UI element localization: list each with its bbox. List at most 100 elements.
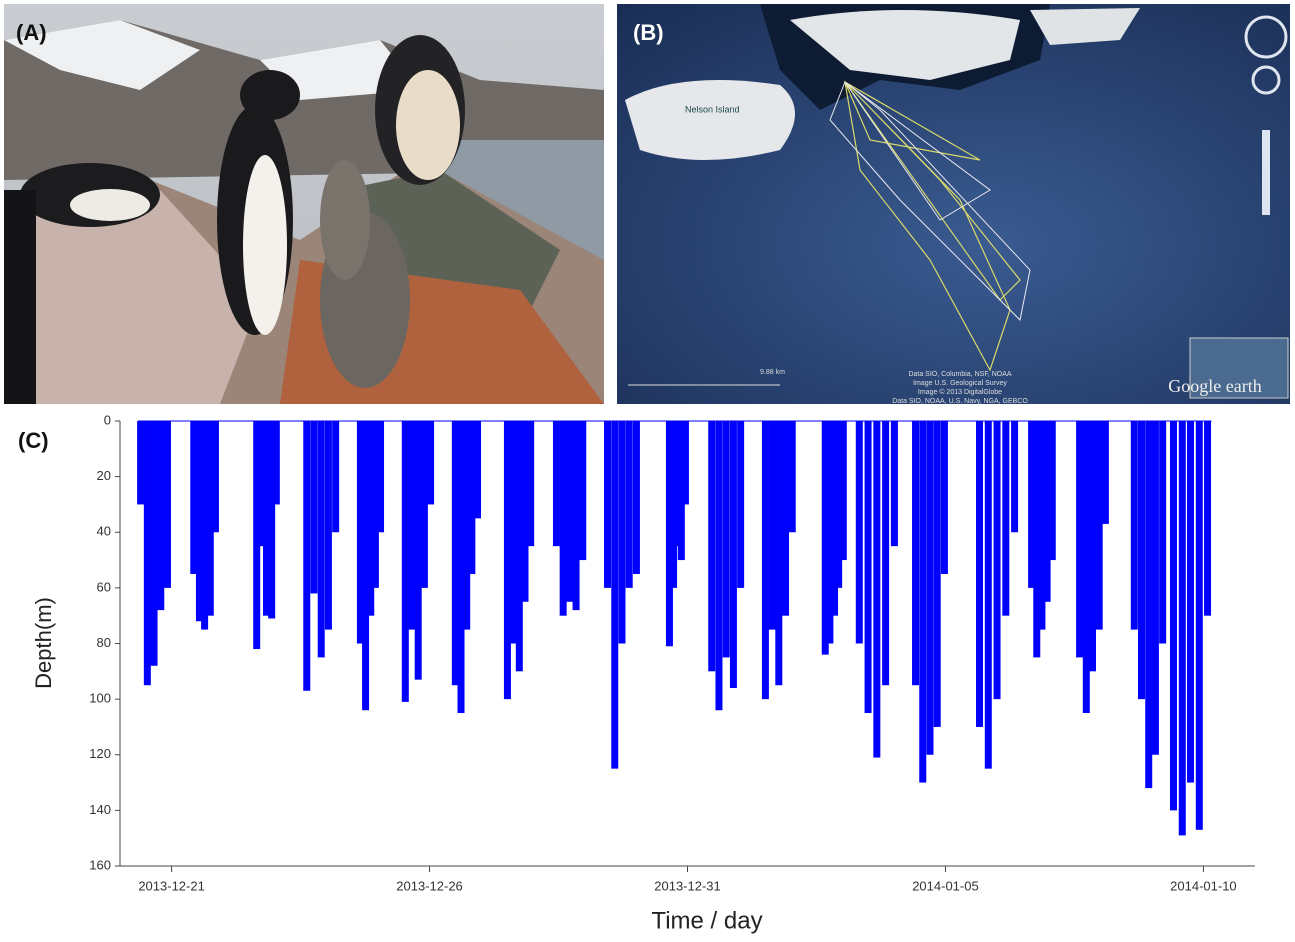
dive-bar (408, 421, 415, 630)
dive-bar (332, 421, 339, 532)
dive-bar (273, 421, 280, 504)
dive-bar (1145, 421, 1152, 788)
x-tick-label: 2013-12-21 (138, 878, 205, 893)
x-tick-label: 2013-12-26 (396, 878, 463, 893)
map-attribution: Data SIO, NOAA, U.S. Navy, NGA, GEBCO (892, 398, 1028, 405)
dive-bar (560, 421, 567, 616)
dive-bar (723, 421, 730, 657)
map-attribution: Image © 2013 DigitalGlobe (918, 388, 1002, 396)
dive-bar (1096, 421, 1103, 630)
dive-bar (402, 421, 409, 702)
dive-bar (1159, 421, 1166, 644)
dive-bar (1152, 421, 1159, 755)
dive-bar (789, 421, 796, 532)
dive-bar (1170, 421, 1177, 810)
dive-bar (1204, 421, 1211, 616)
dive-bar (618, 421, 625, 644)
dive-bar (1131, 421, 1138, 630)
dive-bar (730, 421, 737, 688)
dive-bar (934, 421, 941, 727)
y-tick-label: 60 (97, 579, 111, 594)
dive-bar (912, 421, 919, 685)
dive-bar (510, 421, 517, 644)
dive-bar (325, 421, 332, 630)
dive-bar (553, 421, 560, 546)
y-tick-label: 160 (89, 857, 111, 872)
dive-bar (1076, 421, 1083, 657)
dive-bar (579, 421, 586, 560)
dive-bar (1002, 421, 1009, 616)
panel-label: (A) (16, 20, 47, 45)
dive-bar (926, 421, 933, 755)
dive-bar (157, 421, 164, 610)
dive-bar (151, 421, 158, 666)
dive-bar (682, 421, 689, 504)
dive-bar (856, 421, 863, 644)
y-axis-label: Depth(m) (31, 597, 56, 689)
dive-bar (303, 421, 310, 691)
figure: (A) Nelson Island 9.88 km Google earth D… (0, 0, 1295, 942)
dive-bar (1049, 421, 1056, 560)
dive-bar (919, 421, 926, 783)
dive-bar (708, 421, 715, 671)
y-tick-label: 100 (89, 691, 111, 706)
dive-bar (212, 421, 219, 532)
dive-bar (715, 421, 722, 710)
dive-bar (882, 421, 889, 685)
y-tick-label: 20 (97, 468, 111, 483)
dive-bar (1089, 421, 1096, 671)
dive-bar (1102, 421, 1109, 524)
dive-bar (865, 421, 872, 713)
dive-bar (985, 421, 992, 769)
map-label: Nelson Island (685, 104, 740, 114)
dive-bar (310, 421, 317, 593)
dive-bar (137, 421, 144, 504)
map-attribution: Data SIO, Columbia, NSF, NOAA (908, 371, 1011, 378)
y-tick-label: 80 (97, 635, 111, 650)
dive-bar (1083, 421, 1090, 713)
y-tick-label: 40 (97, 524, 111, 539)
map-attribution: Image U.S. Geological Survey (913, 380, 1007, 387)
x-tick-label: 2014-01-05 (912, 878, 979, 893)
dive-bar (1138, 421, 1145, 699)
depth-chart: 0 20 40 60 80 100 120 140 160 2013-12-21 2013-12-2… (31, 412, 1255, 934)
dive-bar (474, 421, 481, 518)
panel-label: (B) (633, 20, 664, 45)
dive-bar (1179, 421, 1186, 835)
dive-bar (1187, 421, 1194, 783)
dive-bar (994, 421, 1001, 699)
photo-panel: (A) (4, 4, 604, 404)
dive-bar (891, 421, 898, 546)
dive-bar (762, 421, 769, 699)
dive-bar (604, 421, 611, 588)
dive-bar (873, 421, 880, 758)
dive-bar (421, 421, 428, 588)
dive-bar (415, 421, 422, 680)
dive-bar (573, 421, 580, 610)
x-tick-label: 2014-01-10 (1170, 878, 1237, 893)
dive-bar (782, 421, 789, 616)
y-tick-label: 120 (89, 746, 111, 761)
y-tick-label: 0 (104, 412, 111, 427)
x-axis-label: Time / day (651, 907, 762, 934)
y-tick-label: 140 (89, 802, 111, 817)
dive-bar (144, 421, 151, 685)
dive-bar (633, 421, 640, 574)
map-scale: 9.88 km (760, 369, 785, 376)
dive-bar (1011, 421, 1018, 532)
map-panel: Nelson Island 9.88 km Google earth Data … (617, 4, 1290, 405)
dive-bar (840, 421, 847, 560)
x-tick-label: 2013-12-31 (654, 878, 721, 893)
dive-bar (164, 421, 171, 588)
dive-bar (775, 421, 782, 685)
dive-bar (318, 421, 325, 657)
dive-bar (976, 421, 983, 727)
dive-bar (611, 421, 618, 769)
dive-bar (626, 421, 633, 588)
map-brand: Google earth (1168, 376, 1261, 396)
dive-bar (377, 421, 384, 532)
dive-bar (769, 421, 776, 630)
dive-bar (566, 421, 573, 602)
dive-bar (1196, 421, 1203, 830)
dive-bar (737, 421, 744, 588)
